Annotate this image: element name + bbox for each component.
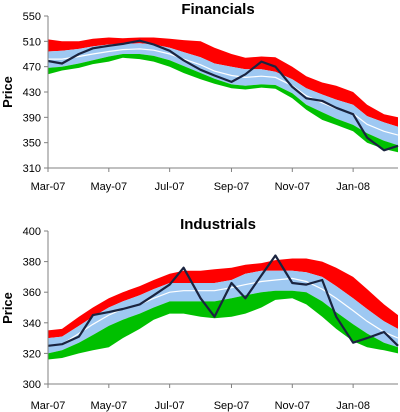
chart-title: Financials [181,1,254,18]
y-tick-label: 300 [23,379,41,391]
x-tick-label: Nov-07 [275,400,310,412]
x-tick-label: May-07 [90,400,127,412]
y-tick-label: 320 [23,348,41,360]
y-tick-label: 550 [23,11,41,23]
lower-band [48,54,398,153]
y-tick-label: 430 [23,87,41,99]
y-tick-label: 360 [23,287,41,299]
inner-band [48,270,398,354]
y-tick-label: 310 [23,163,41,175]
lower-band [48,290,398,360]
x-tick-label: Sep-07 [214,181,249,193]
upper-band [48,37,398,127]
price-line [47,39,399,152]
x-tick-label: Sep-07 [214,400,249,412]
upper-band [48,258,398,339]
x-tick-label: Mar-07 [31,181,66,193]
price-line [47,254,399,347]
y-tick-label: 400 [23,226,41,238]
x-tick-label: Mar-07 [31,400,66,412]
x-tick-label: Jul-07 [155,400,185,412]
x-tick-label: Jul-07 [155,181,185,193]
y-tick-label: 470 [23,62,41,74]
y-axis-label: Price [0,76,15,108]
x-tick-label: Nov-07 [275,181,310,193]
y-axis-label: Price [0,292,15,324]
chart-panel-1: 310 350 390 430 470 510 550 Mar-07 May-07 Jul-07 S… [0,1,399,193]
y-tick-label: 350 [23,138,41,150]
y-tick-label: 390 [23,112,41,124]
x-tick-label: Jan-08 [336,181,370,193]
chart-panel-2: 300 320 340 360 380 400 Mar-07 May-07 Jul-07 Sep-… [0,216,399,412]
chart-title: Industrials [180,216,256,233]
y-tick-label: 510 [23,36,41,48]
x-tick-label: Jan-08 [336,400,370,412]
x-tick-label: May-07 [90,181,127,193]
y-tick-label: 340 [23,318,41,330]
mean-line [47,277,399,347]
y-tick-label: 380 [23,257,41,269]
